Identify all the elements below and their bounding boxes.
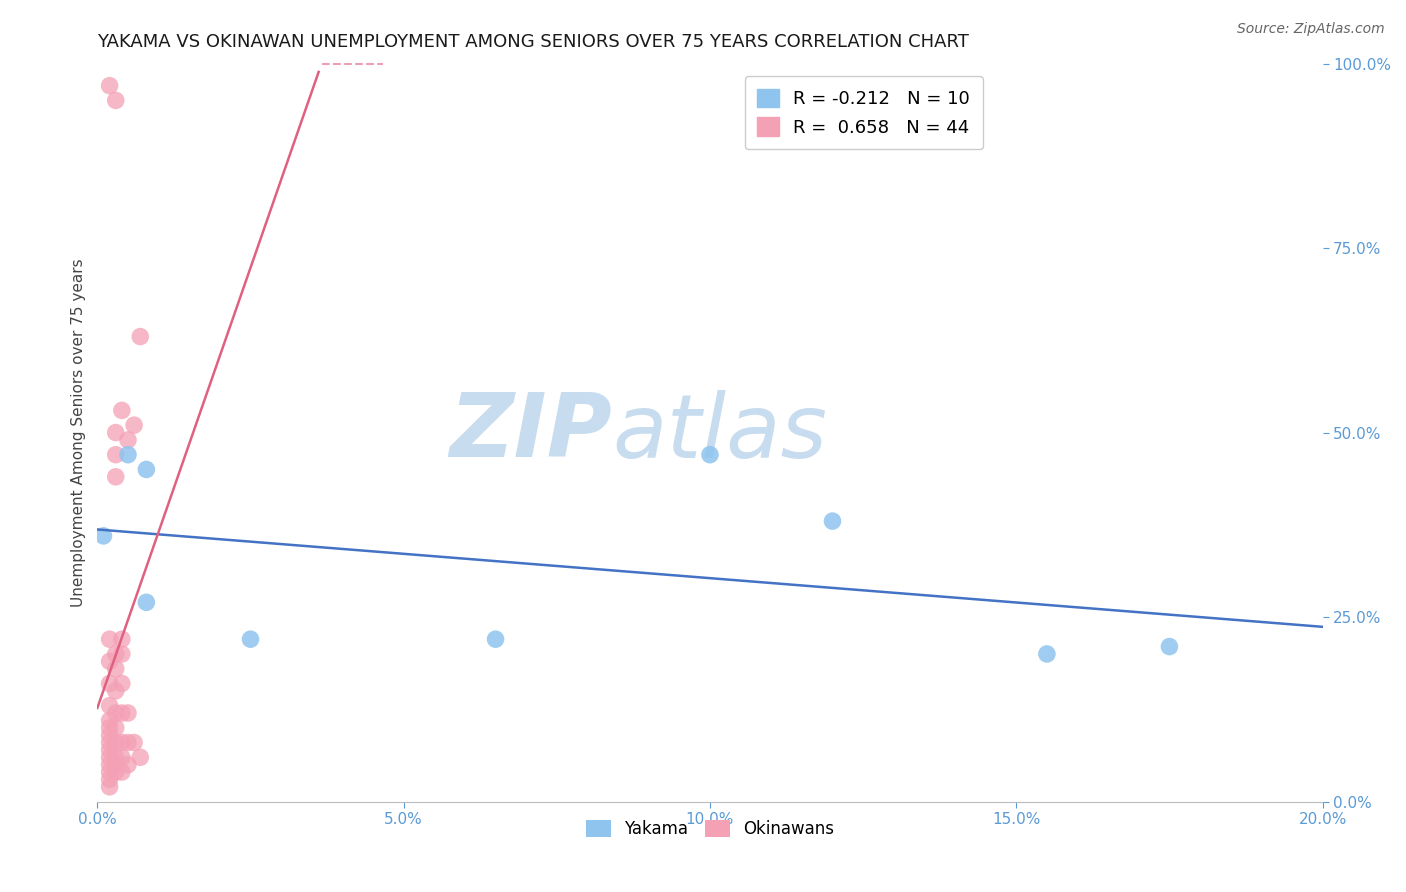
Point: [98, 676, 121, 690]
Point: [104, 750, 127, 764]
Point: [104, 425, 127, 440]
Point: [98, 728, 121, 742]
Point: [104, 470, 127, 484]
Point: [135, 595, 157, 609]
Text: Source: ZipAtlas.com: Source: ZipAtlas.com: [1237, 22, 1385, 37]
Point: [111, 735, 134, 749]
Point: [117, 706, 139, 720]
Point: [98, 765, 121, 780]
Point: [111, 403, 134, 417]
Point: [104, 765, 127, 780]
Point: [117, 448, 139, 462]
Point: [104, 735, 127, 749]
Point: [111, 706, 134, 720]
Legend: Yakama, Okinawans: Yakama, Okinawans: [579, 814, 841, 845]
Point: [117, 757, 139, 772]
Point: [122, 418, 145, 433]
Text: YAKAMA VS OKINAWAN UNEMPLOYMENT AMONG SENIORS OVER 75 YEARS CORRELATION CHART: YAKAMA VS OKINAWAN UNEMPLOYMENT AMONG SE…: [97, 33, 969, 51]
Point: [104, 94, 127, 108]
Point: [1159, 640, 1181, 654]
Point: [98, 698, 121, 713]
Point: [821, 514, 844, 528]
Point: [484, 632, 506, 647]
Point: [98, 743, 121, 757]
Point: [117, 433, 139, 447]
Point: [104, 706, 127, 720]
Text: atlas: atlas: [612, 390, 827, 475]
Point: [239, 632, 262, 647]
Point: [111, 632, 134, 647]
Point: [122, 735, 145, 749]
Point: [98, 735, 121, 749]
Point: [104, 448, 127, 462]
Point: [98, 750, 121, 764]
Point: [1036, 647, 1059, 661]
Point: [98, 721, 121, 735]
Point: [104, 757, 127, 772]
Point: [104, 721, 127, 735]
Text: ZIP: ZIP: [449, 389, 612, 476]
Point: [98, 654, 121, 668]
Y-axis label: Unemployment Among Seniors over 75 years: Unemployment Among Seniors over 75 years: [72, 258, 86, 607]
Point: [699, 448, 721, 462]
Point: [98, 714, 121, 728]
Point: [111, 676, 134, 690]
Point: [93, 529, 115, 543]
Point: [135, 462, 157, 476]
Point: [111, 647, 134, 661]
Point: [98, 772, 121, 787]
Point: [104, 647, 127, 661]
Point: [129, 750, 152, 764]
Point: [111, 765, 134, 780]
Point: [129, 329, 152, 343]
Point: [98, 632, 121, 647]
Point: [98, 757, 121, 772]
Point: [104, 662, 127, 676]
Point: [104, 684, 127, 698]
Point: [98, 780, 121, 794]
Point: [111, 750, 134, 764]
Point: [98, 78, 121, 93]
Point: [117, 735, 139, 749]
